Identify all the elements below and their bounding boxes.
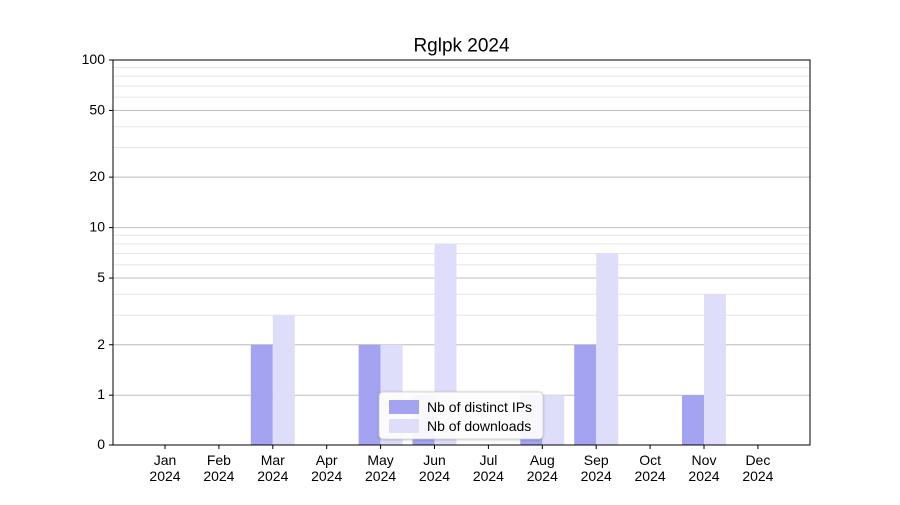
svg-text:May: May xyxy=(367,452,393,468)
svg-text:2024: 2024 xyxy=(742,468,773,484)
svg-text:1: 1 xyxy=(97,386,105,402)
svg-text:Feb: Feb xyxy=(207,452,231,468)
svg-text:20: 20 xyxy=(89,168,105,184)
svg-text:Jan: Jan xyxy=(154,452,177,468)
svg-text:Aug: Aug xyxy=(530,452,555,468)
svg-text:2024: 2024 xyxy=(149,468,180,484)
svg-text:Sep: Sep xyxy=(584,452,609,468)
svg-text:2024: 2024 xyxy=(365,468,396,484)
svg-text:10: 10 xyxy=(89,219,105,235)
svg-text:2024: 2024 xyxy=(257,468,288,484)
svg-text:2024: 2024 xyxy=(581,468,612,484)
svg-text:Dec: Dec xyxy=(745,452,770,468)
svg-text:Jun: Jun xyxy=(423,452,446,468)
svg-text:Nov: Nov xyxy=(692,452,717,468)
svg-text:2024: 2024 xyxy=(473,468,504,484)
svg-text:100: 100 xyxy=(82,51,106,67)
svg-text:2024: 2024 xyxy=(527,468,558,484)
svg-text:Jul: Jul xyxy=(479,452,497,468)
svg-text:Apr: Apr xyxy=(316,452,338,468)
svg-text:0: 0 xyxy=(97,436,105,452)
svg-text:Nb of downloads: Nb of downloads xyxy=(427,418,531,434)
svg-text:Nb of distinct IPs: Nb of distinct IPs xyxy=(427,399,532,415)
svg-text:2024: 2024 xyxy=(635,468,666,484)
svg-text:Mar: Mar xyxy=(261,452,285,468)
svg-text:5: 5 xyxy=(97,269,105,285)
svg-text:Rglpk 2024: Rglpk 2024 xyxy=(413,36,510,57)
svg-text:2024: 2024 xyxy=(203,468,234,484)
svg-text:2024: 2024 xyxy=(419,468,450,484)
svg-text:2: 2 xyxy=(97,336,105,352)
svg-text:2024: 2024 xyxy=(311,468,342,484)
svg-text:Oct: Oct xyxy=(639,452,661,468)
svg-text:2024: 2024 xyxy=(688,468,719,484)
svg-text:50: 50 xyxy=(89,101,105,117)
